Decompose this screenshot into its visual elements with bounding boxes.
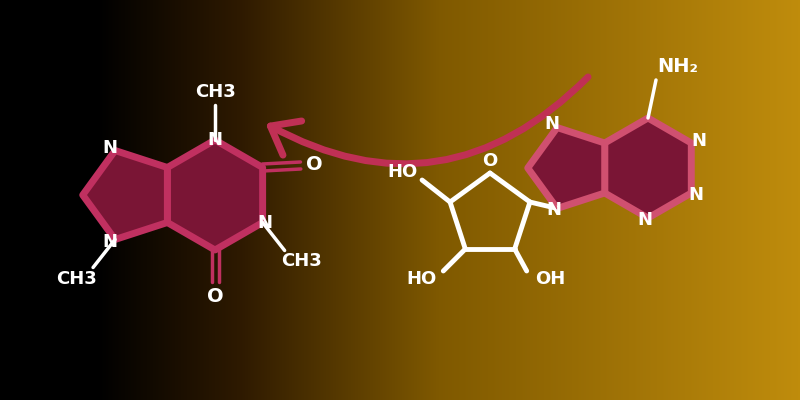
Text: CH3: CH3 (194, 83, 235, 101)
Polygon shape (528, 128, 605, 208)
Text: N: N (102, 234, 118, 252)
Text: CH3: CH3 (282, 252, 322, 270)
Text: N: N (546, 202, 562, 220)
Polygon shape (167, 140, 262, 250)
Text: O: O (482, 152, 498, 170)
Text: NH₂: NH₂ (658, 56, 698, 76)
Text: N: N (638, 211, 653, 229)
Text: OH: OH (535, 270, 566, 288)
Text: N: N (207, 131, 222, 149)
Text: CH3: CH3 (56, 270, 97, 288)
Text: HO: HO (406, 270, 437, 288)
Text: N: N (102, 138, 118, 156)
Text: N: N (257, 214, 272, 232)
Text: N: N (692, 132, 707, 150)
Polygon shape (605, 118, 691, 218)
Polygon shape (82, 150, 167, 240)
Text: O: O (206, 286, 223, 306)
FancyArrowPatch shape (270, 77, 588, 164)
Text: HO: HO (387, 163, 417, 181)
Text: N: N (689, 186, 704, 204)
Text: O: O (306, 155, 323, 174)
Text: N: N (545, 114, 560, 132)
